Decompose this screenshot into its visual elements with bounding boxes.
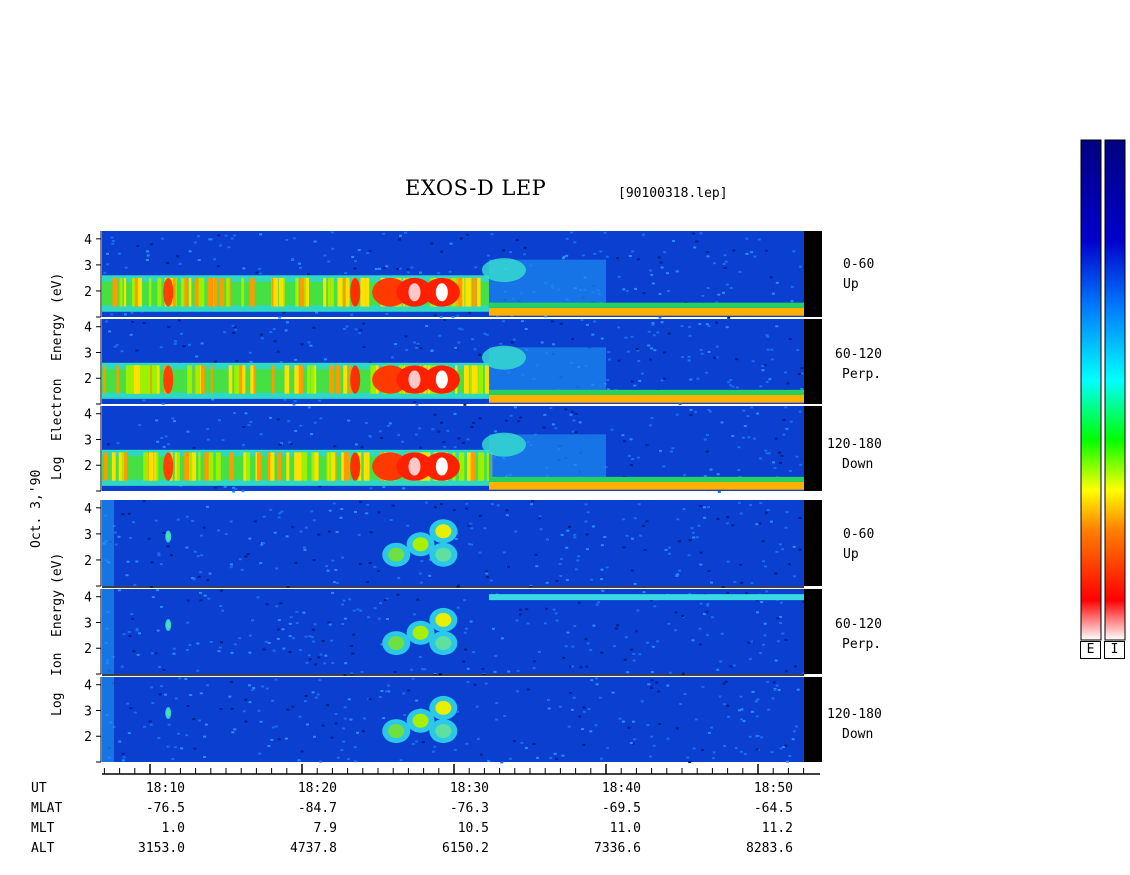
pitch-label-i-down: 120-180 Down — [827, 707, 882, 742]
y-tick-label: 3 — [84, 616, 92, 631]
ion-ylabel-ion: Ion — [50, 652, 65, 676]
footer-value: 1.0 — [161, 821, 185, 836]
footer-value: -69.5 — [601, 801, 641, 816]
y-tick-label: 2 — [84, 730, 92, 745]
footer-value: 7.9 — [313, 821, 337, 836]
ion-ylabel-ev: (eV) — [50, 552, 65, 584]
y-tick-label: 2 — [84, 285, 92, 300]
ion-ylabel-log: Log — [50, 692, 65, 716]
footer-value: -76.5 — [145, 801, 185, 816]
footer-value: 18:30 — [449, 781, 489, 796]
pitch-label-i-perp: 60-120 Perp. — [835, 617, 882, 652]
pitch-label-i-up: 0-60 Up — [843, 527, 875, 562]
footer-label-mlat: MLAT — [31, 801, 63, 816]
y-tick-label: 2 — [84, 372, 92, 387]
electron-ylabel-energy-word: Energy — [50, 314, 65, 361]
colorbar-label-i: I — [1104, 641, 1125, 659]
y-tick-label: 4 — [84, 502, 92, 517]
footer-value: 4737.8 — [290, 841, 337, 856]
colorbar-label-e: E — [1080, 641, 1101, 659]
footer-value: 10.5 — [457, 821, 489, 836]
colorbar-ion — [1104, 139, 1126, 641]
spectrogram-panel-1 — [96, 319, 822, 406]
y-tick-label: 4 — [84, 233, 92, 248]
footer-value: 8283.6 — [746, 841, 793, 856]
footer-value: 3153.0 — [138, 841, 185, 856]
footer-value: 18:40 — [601, 781, 641, 796]
pitch-label-e-perp: 60-120 Perp. — [835, 347, 882, 382]
footer-value: 18:20 — [297, 781, 337, 796]
footer-value: 18:50 — [753, 781, 793, 796]
footer-label-alt: ALT — [31, 841, 55, 856]
footer-label-ut: UT — [31, 781, 47, 796]
pitch-label-e-up: 0-60 Up — [843, 257, 875, 292]
spectrogram-panel-0 — [96, 231, 822, 319]
pitch-label-e-down: 120-180 Down — [827, 437, 882, 472]
y-tick-label: 3 — [84, 704, 92, 719]
y-tick-label: 4 — [84, 679, 92, 694]
y-tick-label: 2 — [84, 459, 92, 474]
y-tick-label: 4 — [84, 591, 92, 606]
footer-value: 18:10 — [145, 781, 185, 796]
footer-value: 11.0 — [609, 821, 641, 836]
chart-title: EXOS-D LEP — [405, 176, 547, 200]
footer-value: -64.5 — [753, 801, 793, 816]
footer-value: -84.7 — [297, 801, 337, 816]
electron-ylabel-energy: (eV) — [50, 272, 65, 304]
y-tick-label: 4 — [84, 408, 92, 423]
y-tick-label: 3 — [84, 259, 92, 274]
footer-value: -76.3 — [449, 801, 489, 816]
y-tick-label: 2 — [84, 554, 92, 569]
file-label: [90100318.lep] — [618, 186, 728, 201]
y-tick-label: 3 — [84, 528, 92, 543]
y-tick-label: 3 — [84, 433, 92, 448]
ion-ylabel-energy: Energy — [50, 590, 65, 637]
footer-label-mlt: MLT — [31, 821, 55, 836]
footer-value: 6150.2 — [442, 841, 489, 856]
y-tick-label: 3 — [84, 346, 92, 361]
electron-ylabel-electron: Electron — [50, 378, 65, 441]
date-label: Oct. 3,'90 — [29, 469, 44, 548]
colorbar-electron — [1080, 139, 1102, 641]
electron-ylabel-log: Log — [50, 456, 65, 480]
spectrogram-panel-2 — [96, 406, 822, 493]
spectrogram-panel-4 — [96, 589, 822, 676]
footer-value: 11.2 — [761, 821, 793, 836]
spectrogram-panel-3 — [96, 500, 822, 588]
footer-value: 7336.6 — [594, 841, 641, 856]
spectrogram-panel-5 — [96, 677, 822, 764]
y-tick-label: 4 — [84, 321, 92, 336]
y-tick-label: 2 — [84, 642, 92, 657]
